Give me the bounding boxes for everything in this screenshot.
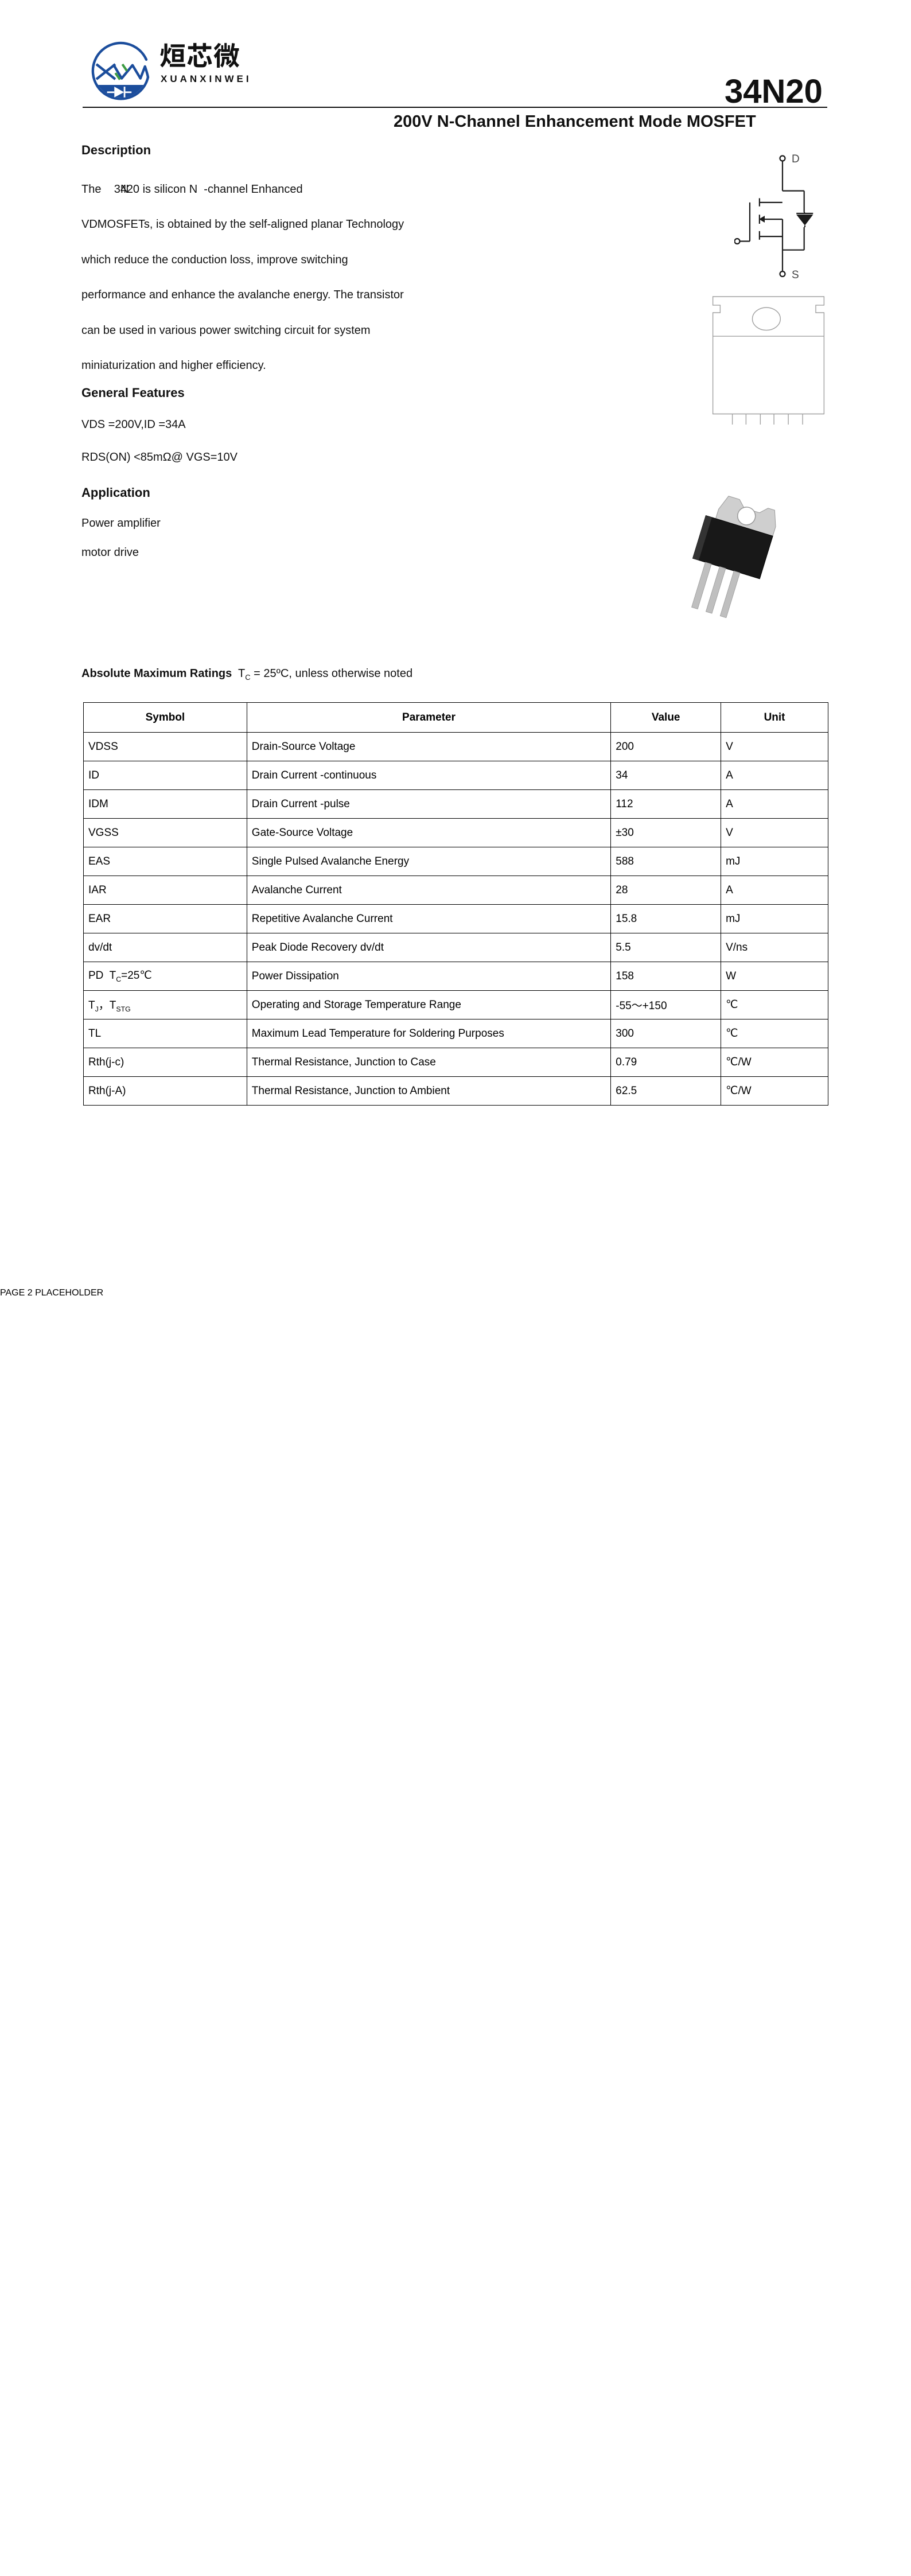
svg-text:S: S <box>792 269 799 281</box>
svg-text:D: D <box>792 153 800 165</box>
